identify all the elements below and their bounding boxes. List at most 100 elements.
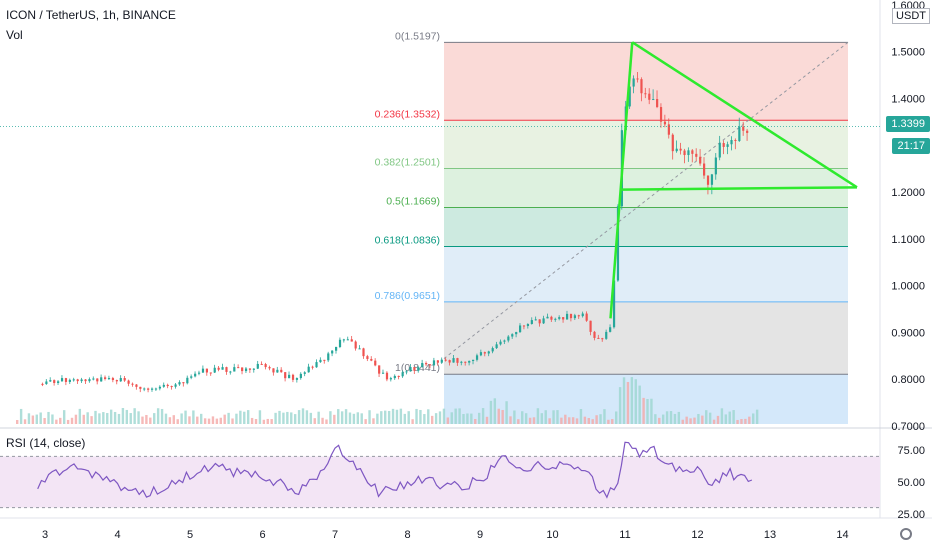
time-tick-label: 3 — [42, 529, 48, 541]
candle-body — [397, 375, 400, 377]
volume-bar — [196, 416, 199, 424]
volume-bar — [364, 419, 367, 424]
time-tick-label: 8 — [404, 529, 410, 541]
volume-bar — [489, 400, 493, 424]
fib-zone — [444, 207, 848, 247]
time-tick-label: 4 — [114, 529, 120, 541]
volume-bar — [493, 398, 497, 424]
volume-bar — [505, 401, 508, 424]
volume-bar — [352, 413, 356, 424]
volume-bar — [356, 412, 360, 424]
candle-body — [248, 368, 252, 370]
candle-body — [84, 379, 87, 382]
candle-body — [609, 327, 612, 332]
candle-body — [562, 317, 565, 320]
volume-bar — [219, 417, 222, 424]
candle-body — [503, 340, 506, 342]
candle-body — [143, 388, 146, 390]
price-tick-label: 1.4000 — [891, 93, 925, 105]
volume-bar — [117, 413, 121, 424]
volume-bar — [528, 417, 532, 424]
volume-bar — [293, 414, 297, 424]
volume-bar — [658, 417, 661, 424]
volume-bar — [477, 412, 481, 424]
rsi-label: RSI (14, close) — [6, 436, 86, 450]
candle-body — [605, 331, 608, 339]
candle-body — [526, 323, 530, 327]
volume-bar — [458, 408, 461, 424]
volume-bar — [536, 408, 540, 424]
candle-body — [131, 383, 134, 385]
candle-body — [565, 313, 569, 320]
trendline-drawing — [621, 186, 858, 191]
candle-body — [428, 364, 432, 366]
volume-bar — [180, 413, 183, 424]
volume-bar — [646, 398, 649, 424]
volume-bar — [450, 412, 453, 424]
candle-body — [158, 386, 162, 389]
volume-bar — [153, 413, 156, 424]
candle-body — [515, 332, 518, 335]
candle-body — [119, 378, 122, 382]
volume-bar — [51, 414, 54, 424]
candle-body — [186, 377, 189, 384]
volume-bar — [399, 408, 403, 424]
volume-bar — [650, 398, 653, 424]
trendline-drawing — [609, 42, 634, 319]
candle-body — [319, 359, 322, 363]
candle-body — [530, 320, 533, 324]
volume-bar — [603, 409, 606, 424]
volume-bar — [94, 410, 97, 424]
volume-bar — [395, 409, 399, 424]
volume-bar — [74, 414, 78, 424]
candle-body — [612, 280, 616, 328]
candle-body — [632, 78, 635, 87]
volume-bar — [755, 409, 759, 424]
volume-bar — [427, 409, 430, 424]
volume-bar — [556, 410, 559, 424]
candle-body — [288, 374, 291, 379]
volume-bar — [387, 410, 391, 424]
candle-body — [374, 360, 377, 366]
candle-body — [659, 107, 663, 122]
candle-body — [573, 315, 577, 319]
candle-body — [746, 130, 749, 133]
candle-body — [268, 367, 271, 369]
volume-bar — [70, 417, 74, 424]
currency-unit-badge[interactable]: USDT — [892, 8, 930, 24]
candle-body — [96, 378, 99, 382]
candle-body — [178, 382, 181, 385]
candle-body — [88, 379, 91, 382]
volume-bar — [579, 408, 583, 424]
time-tick-label: 11 — [619, 529, 630, 541]
candle-body — [197, 372, 201, 374]
volume-bar — [223, 414, 226, 424]
candle-body — [671, 134, 674, 152]
candle-body — [710, 174, 714, 185]
candle-body — [182, 382, 185, 384]
volume-bar — [411, 419, 414, 424]
candle-body — [589, 320, 592, 332]
volume-bar — [360, 413, 363, 424]
volume-bar — [701, 415, 704, 424]
volume-bar — [513, 410, 516, 424]
candle-body — [389, 378, 393, 380]
volume-bar — [86, 412, 89, 424]
volume-bar — [239, 410, 242, 424]
candle-body — [703, 163, 706, 176]
volume-bar — [752, 413, 755, 424]
candle-body — [679, 148, 682, 151]
volume-bar — [438, 411, 442, 424]
candle-body — [421, 363, 424, 368]
fib-trend-line — [443, 41, 849, 359]
volume-bar — [626, 381, 630, 424]
volume-bar — [172, 415, 175, 424]
volume-bar — [540, 413, 544, 424]
volume-bar — [227, 412, 230, 424]
volume-bar — [697, 413, 700, 424]
candle-body — [663, 121, 667, 125]
settings-icon[interactable] — [900, 528, 912, 540]
candle-body — [695, 153, 698, 157]
candle-body — [331, 350, 334, 354]
